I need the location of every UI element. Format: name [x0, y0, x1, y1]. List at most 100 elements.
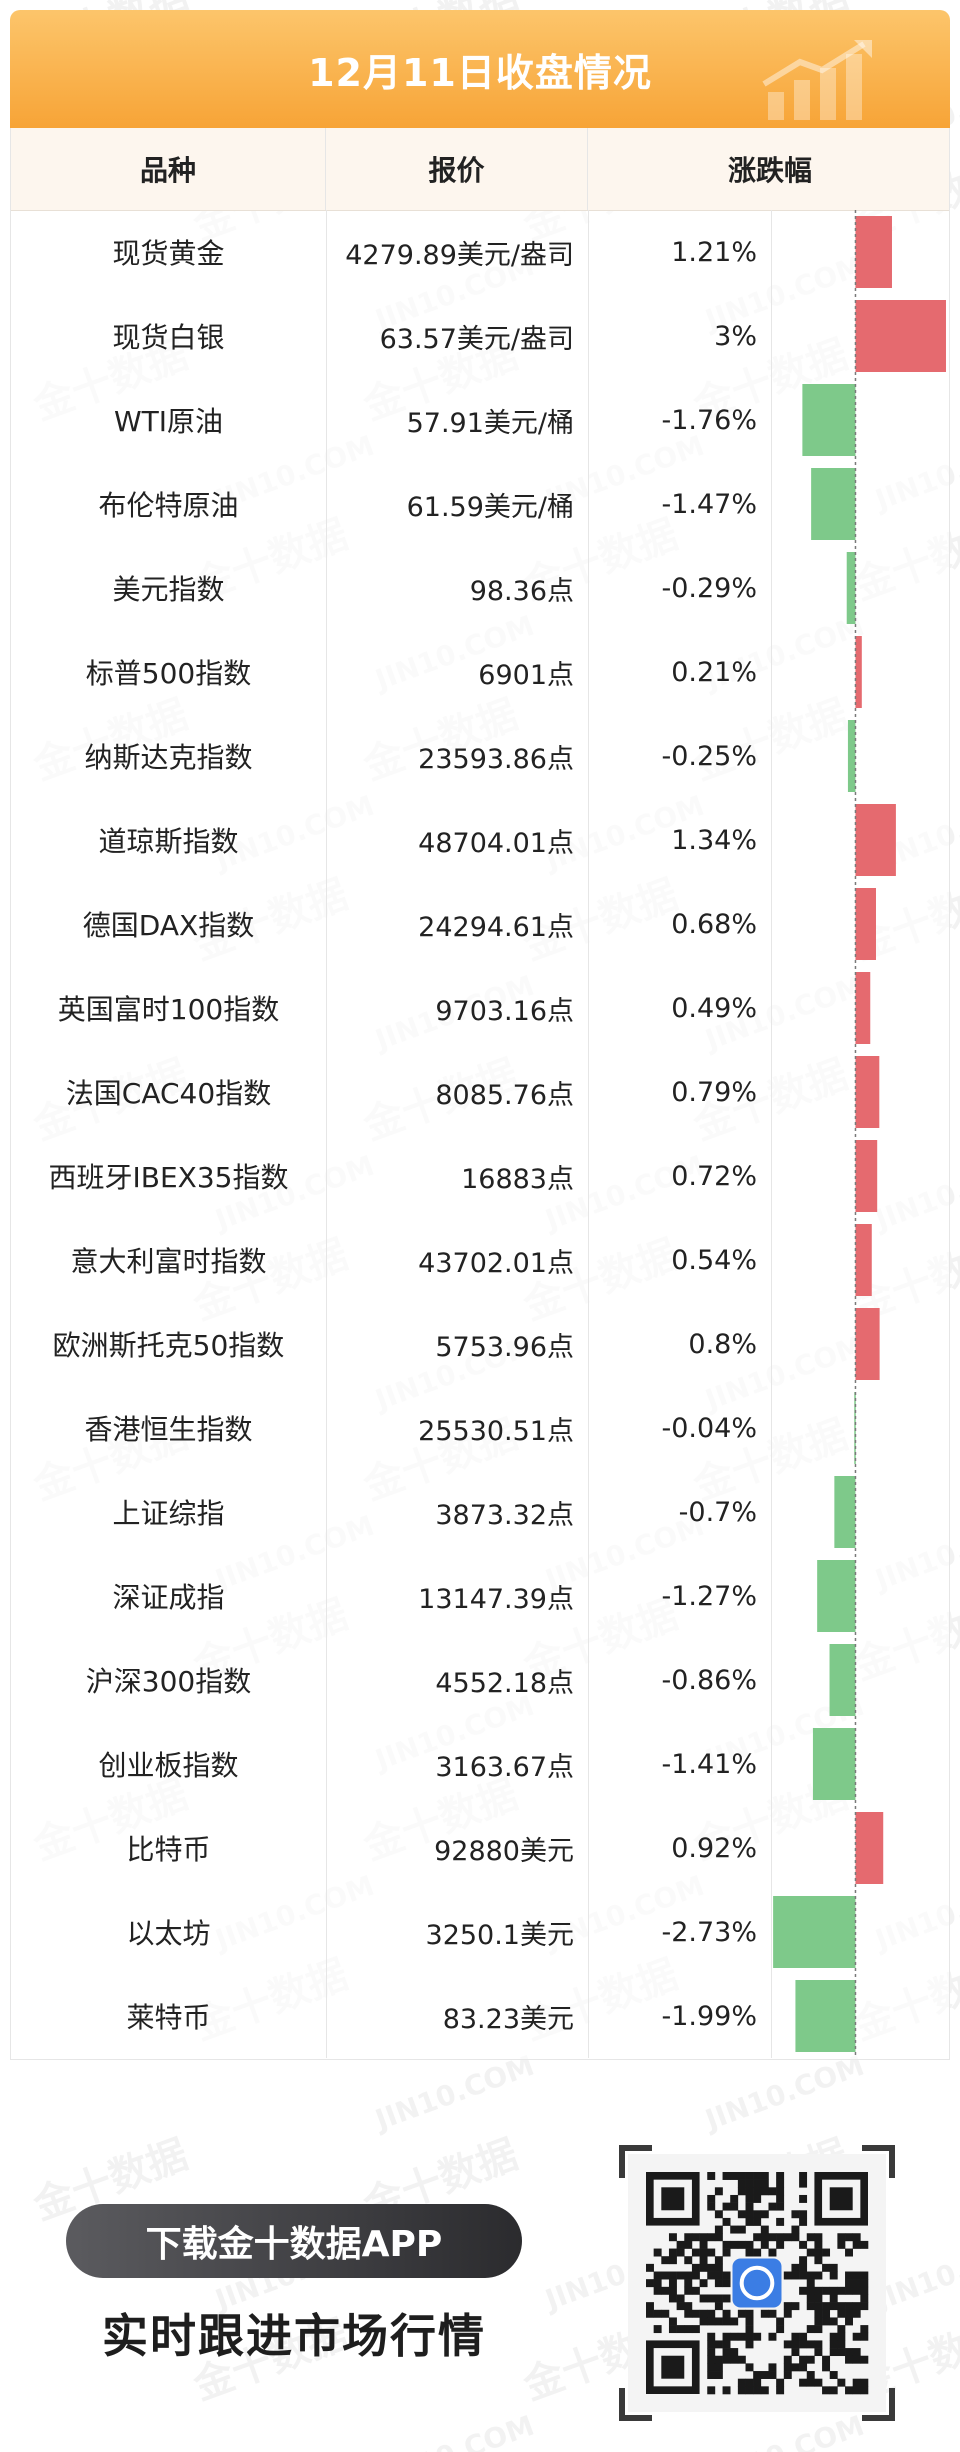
- instrument-name: 比特币: [126, 1833, 211, 1866]
- instrument-change: -1.99%: [661, 2000, 757, 2032]
- instrument-name: 欧洲斯托克50指数: [52, 1329, 285, 1362]
- instrument-change: 0.21%: [671, 656, 757, 688]
- table-row: 英国富时100指数 9703.16点 0.49%: [11, 966, 771, 1050]
- table-row: 香港恒生指数 25530.51点 -0.04%: [11, 1386, 771, 1470]
- table-row: 意大利富时指数 43702.01点 0.54%: [11, 1218, 771, 1302]
- instrument-change: -0.7%: [678, 1496, 757, 1528]
- change-bar: [829, 1644, 856, 1716]
- change-bar: [811, 468, 856, 540]
- instrument-name: 布伦特原油: [98, 489, 239, 522]
- instrument-change: -1.27%: [661, 1580, 757, 1612]
- instrument-price: 9703.16点: [435, 995, 574, 1027]
- instrument-name: 以太坊: [126, 1917, 211, 1950]
- instrument-price: 3873.32点: [435, 1499, 574, 1531]
- table-row: 沪深300指数 4552.18点 -0.86%: [11, 1638, 771, 1722]
- jin10-app-logo-icon: [732, 2258, 782, 2308]
- instrument-price: 98.36点: [469, 575, 574, 607]
- instrument-price: 5753.96点: [435, 1331, 574, 1363]
- instrument-price: 3163.67点: [435, 1751, 574, 1783]
- change-bar: [834, 1476, 856, 1548]
- header-banner: 12月11日收盘情况: [10, 10, 950, 128]
- instrument-name: 英国富时100指数: [57, 993, 280, 1026]
- instrument-change: -1.41%: [661, 1748, 757, 1780]
- instrument-price: 57.91美元/桶: [406, 407, 574, 439]
- table-row: 上证综指 3873.32点 -0.7%: [11, 1470, 771, 1554]
- table-row: 现货黄金 4279.89美元/盎司 1.21%: [11, 210, 771, 294]
- summary-card: 12月11日收盘情况 品种 报价 涨跌幅 现货黄金 4279.89美元/盎司 1.2…: [10, 10, 950, 2060]
- instrument-name: 西班牙IBEX35指数: [48, 1161, 289, 1194]
- watermark-text: JIN10.COM: [369, 2409, 538, 2452]
- instrument-change: 1.21%: [671, 236, 757, 268]
- header-price: 报价: [326, 128, 588, 210]
- table-row: 美元指数 98.36点 -0.29%: [11, 546, 771, 630]
- table-row: 法国CAC40指数 8085.76点 0.79%: [11, 1050, 771, 1134]
- instrument-price: 48704.01点: [418, 827, 574, 859]
- change-bar: [855, 804, 896, 876]
- instrument-name: 创业板指数: [98, 1749, 239, 1782]
- instrument-name: 美元指数: [112, 573, 225, 606]
- rising-chart-icon: [762, 40, 872, 120]
- instrument-change: 0.54%: [671, 1244, 757, 1276]
- instrument-change: 0.79%: [671, 1076, 757, 1108]
- table-row: WTI原油 57.91美元/桶 -1.76%: [11, 378, 771, 462]
- column-divider: [588, 210, 589, 2058]
- page-title: 12月11日收盘情况: [308, 50, 652, 95]
- change-bar: [802, 384, 856, 456]
- table-row: 以太坊 3250.1美元 -2.73%: [11, 1890, 771, 1974]
- change-bar: [812, 1728, 856, 1800]
- change-bar-chart: [773, 210, 946, 2058]
- instrument-change: 0.92%: [671, 1832, 757, 1864]
- instrument-price: 61.59美元/桶: [406, 491, 574, 523]
- table-row: 西班牙IBEX35指数 16883点 0.72%: [11, 1134, 771, 1218]
- instrument-price: 3250.1美元: [425, 1919, 574, 1951]
- instrument-name: 香港恒生指数: [84, 1413, 253, 1446]
- instrument-change: 1.34%: [671, 824, 757, 856]
- instrument-change: -1.76%: [661, 404, 757, 436]
- instrument-price: 63.57美元/盎司: [379, 323, 574, 355]
- change-bar: [855, 888, 876, 960]
- header-change: 涨跌幅: [728, 154, 813, 187]
- instrument-price: 92880美元: [434, 1835, 574, 1867]
- instrument-change: 0.68%: [671, 908, 757, 940]
- change-bar: [855, 1056, 880, 1128]
- column-divider: [771, 210, 772, 2058]
- qr-code-icon[interactable]: [618, 2144, 896, 2422]
- change-bar: [855, 972, 871, 1044]
- change-bar: [855, 1812, 884, 1884]
- table-row: 纳斯达克指数 23593.86点 -0.25%: [11, 714, 771, 798]
- instrument-change: 3%: [714, 320, 757, 352]
- instrument-price: 6901点: [478, 659, 574, 691]
- table-row: 莱特币 83.23美元 -1.99%: [11, 1974, 771, 2058]
- table-header: 品种 报价 涨跌幅: [11, 128, 949, 211]
- instrument-price: 43702.01点: [418, 1247, 574, 1279]
- instrument-change: 0.49%: [671, 992, 757, 1024]
- instrument-price: 24294.61点: [418, 911, 574, 943]
- instrument-change: -2.73%: [661, 1916, 757, 1948]
- instrument-change: -1.47%: [661, 488, 757, 520]
- table-row: 标普500指数 6901点 0.21%: [11, 630, 771, 714]
- change-bar: [847, 720, 856, 792]
- change-bar: [855, 216, 892, 288]
- footer-slogan: 实时跟进市场行情: [102, 2309, 486, 2363]
- quote-table: 品种 报价 涨跌幅 现货黄金 4279.89美元/盎司 1.21% 现货白银 63.57…: [10, 128, 950, 2060]
- download-app-button[interactable]: 下载金十数据APP: [66, 2204, 522, 2278]
- instrument-name: 标普500指数: [85, 657, 252, 690]
- instrument-price: 83.23美元: [442, 2003, 574, 2035]
- change-bar: [855, 1224, 872, 1296]
- instrument-price: 16883点: [461, 1163, 574, 1195]
- change-bar: [855, 300, 946, 372]
- table-row: 布伦特原油 61.59美元/桶 -1.47%: [11, 462, 771, 546]
- change-bar: [855, 1140, 878, 1212]
- qr-frame-corners: [619, 2145, 895, 2421]
- table-row: 道琼斯指数 48704.01点 1.34%: [11, 798, 771, 882]
- table-row: 现货白银 63.57美元/盎司 3%: [11, 294, 771, 378]
- instrument-name: 法国CAC40指数: [65, 1077, 272, 1110]
- instrument-price: 8085.76点: [435, 1079, 574, 1111]
- instrument-change: -0.25%: [661, 740, 757, 772]
- instrument-price: 23593.86点: [418, 743, 574, 775]
- change-bar: [773, 1896, 856, 1968]
- instrument-change: -0.04%: [661, 1412, 757, 1444]
- table-row: 德国DAX指数 24294.61点 0.68%: [11, 882, 771, 966]
- table-row: 创业板指数 3163.67点 -1.41%: [11, 1722, 771, 1806]
- instrument-change: 0.72%: [671, 1160, 757, 1192]
